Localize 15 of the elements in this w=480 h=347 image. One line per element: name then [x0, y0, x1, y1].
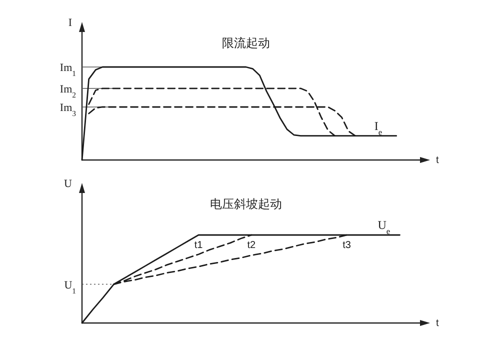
x-axis-title: t — [436, 155, 439, 166]
series-label: t1 — [194, 240, 204, 251]
ref-line-label: Im$_{2}$ — [60, 83, 76, 99]
series-label: t2 — [247, 240, 256, 251]
ref-line-label: Im$_{3}$ — [60, 102, 76, 118]
ref-line-label: Im$_{1}$ — [60, 62, 76, 78]
series-label: t3 — [342, 240, 352, 251]
annotation: I$_{e}$ — [374, 118, 382, 136]
chart-title: 电压斜坡起动 — [210, 197, 282, 211]
y-axis-title: I — [68, 17, 72, 29]
ref-line-label: U$_{1}$ — [64, 279, 76, 295]
x-axis-title: t — [436, 318, 439, 329]
chart-title: 限流起动 — [222, 36, 270, 50]
annotation: U$_{e}$ — [378, 218, 390, 236]
y-axis-title: U — [64, 178, 72, 190]
